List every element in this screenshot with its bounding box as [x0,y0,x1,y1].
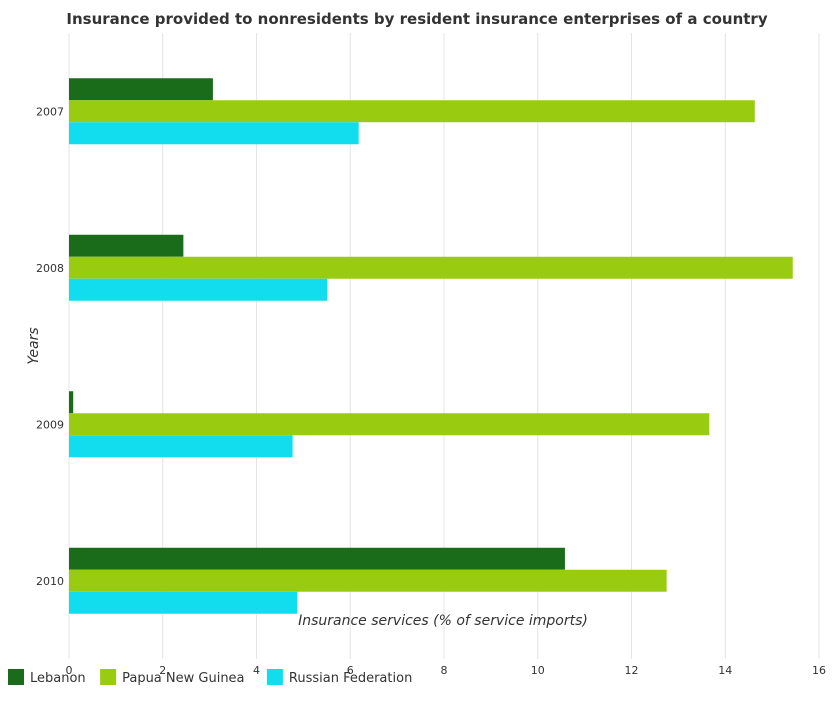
y-axis-label: Years [26,327,42,364]
x-tick-label: 12 [625,664,639,677]
legend-label: Lebanon [30,671,86,686]
legend: Lebanon Papua New Guinea Russian Federatio… [8,669,412,686]
x-axis-label: Insurance services (% of service imports… [298,613,588,629]
x-tick-label: 16 [812,664,826,677]
bar-papua-new-guinea [69,256,793,279]
x-tick-label: 6 [347,664,354,677]
bar-lebanon [69,391,74,414]
bar-russian-federation [69,591,298,614]
y-tick-label: 2010 [36,575,64,588]
legend-label: Russian Federation [289,671,412,686]
legend-label: Papua New Guinea [122,671,244,686]
bars [69,78,793,614]
y-axis-ticks: 2007 2008 2009 2010 [36,105,64,588]
x-tick-label: 14 [718,664,732,677]
chart-title: Insurance provided to nonresidents by re… [66,10,767,28]
x-tick-label: 8 [441,664,448,677]
bar-lebanon [69,547,565,570]
bar-russian-federation [69,435,293,458]
y-tick-label: 2009 [36,418,64,431]
bar-lebanon [69,78,213,101]
bar-lebanon [69,234,184,257]
bar-russian-federation [69,122,359,145]
x-axis-ticks: 0 2 4 6 8 10 12 14 16 [66,664,827,677]
x-tick-label: 10 [531,664,545,677]
bar-papua-new-guinea [69,413,710,436]
legend-swatch [100,669,117,685]
y-tick-label: 2007 [36,105,64,118]
x-tick-label: 0 [66,664,73,677]
bar-russian-federation [69,278,328,301]
bar-papua-new-guinea [69,569,667,592]
legend-swatch [266,669,283,685]
y-tick-label: 2008 [36,262,64,275]
legend-swatch [8,669,24,685]
x-tick-label: 2 [159,664,166,677]
x-tick-label: 4 [253,664,260,677]
bar-papua-new-guinea [69,100,755,123]
